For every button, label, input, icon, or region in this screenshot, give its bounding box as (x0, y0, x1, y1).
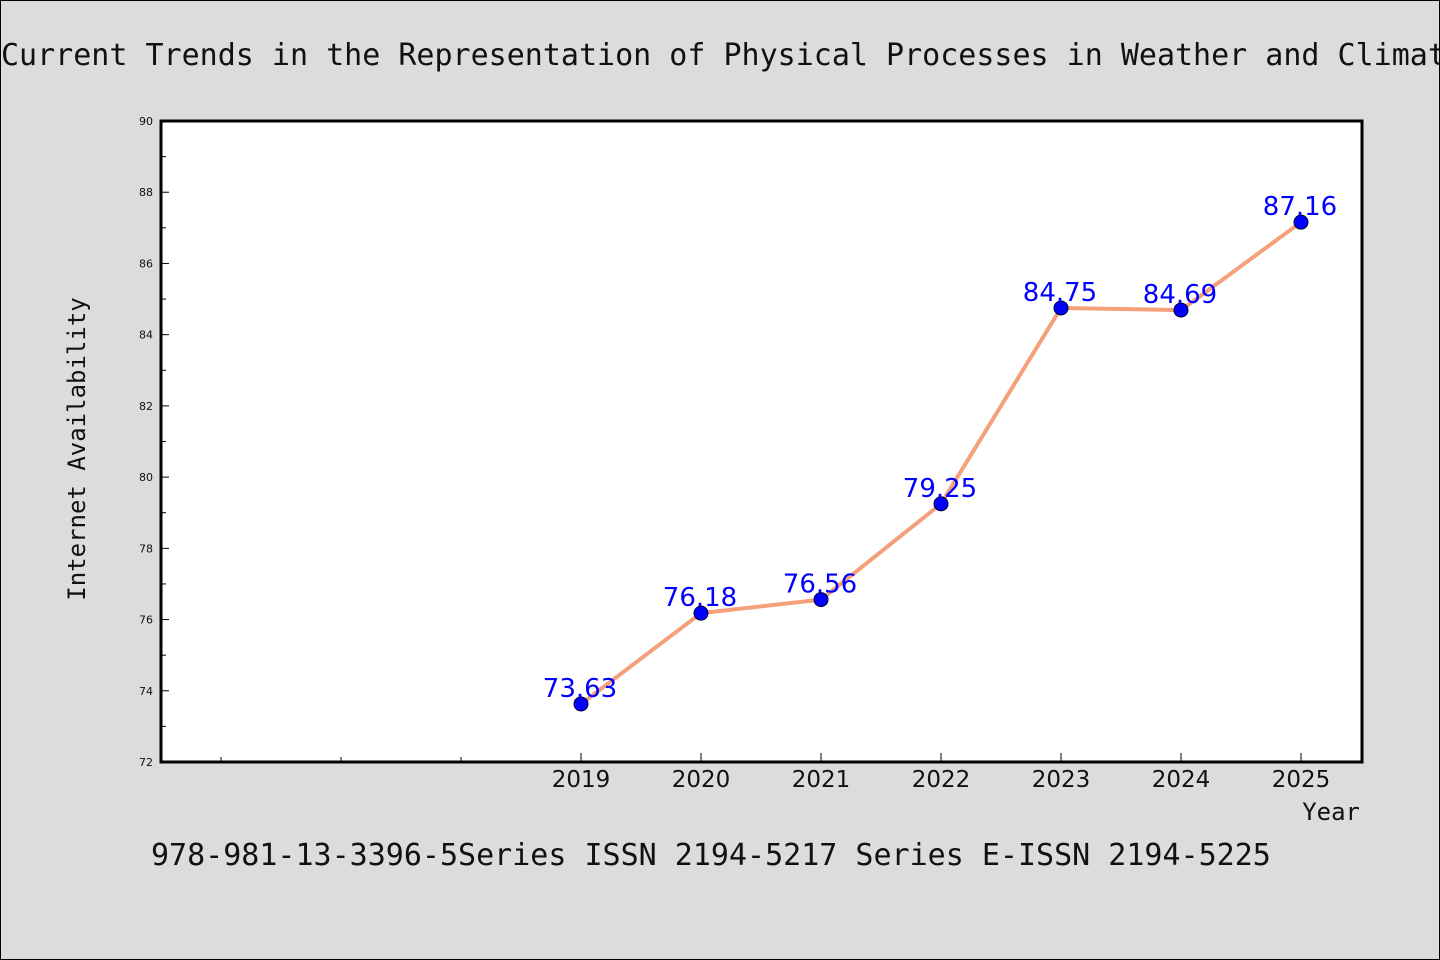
y-tick-label: 76 (139, 614, 153, 627)
y-tick-label: 72 (139, 756, 153, 769)
x-axis-label: Year (1302, 798, 1360, 826)
x-tick-label: 2021 (792, 767, 851, 793)
y-tick-label: 78 (139, 542, 153, 555)
y-tick-label: 90 (139, 115, 153, 128)
data-label: 87.16 (1263, 192, 1337, 222)
y-tick-label: 80 (139, 471, 153, 484)
x-tick-label: 2020 (672, 767, 731, 793)
data-point-marker (693, 605, 709, 621)
data-label: 76.56 (783, 570, 857, 600)
plot-frame (159, 119, 1364, 764)
chart-title: Current Trends in the Representation of … (1, 38, 1439, 73)
y-tick-label: 86 (139, 257, 153, 270)
data-label: 84.69 (1143, 280, 1217, 310)
plot-area: 72 74 76 78 80 82 84 86 88 90 2019 2020 2021 2022 2023… (139, 115, 1364, 793)
data-point-marker (1173, 302, 1189, 318)
y-tick-label: 74 (139, 685, 153, 698)
data-label: 84.75 (1023, 278, 1097, 308)
data-point-marker (1293, 214, 1309, 230)
y-axis-label: Internet Availability (63, 297, 91, 600)
y-tick-label: 84 (139, 329, 153, 342)
x-tick-label: 2025 (1272, 767, 1331, 793)
plot-background (161, 121, 1362, 762)
data-point-marker (813, 592, 829, 608)
data-point-marker (933, 496, 949, 512)
data-label: 79.25 (903, 474, 977, 504)
x-tick-label: 2023 (1032, 767, 1091, 793)
y-tick-label: 88 (139, 186, 153, 199)
x-tick-label: 2024 (1152, 767, 1211, 793)
x-tick-label: 2022 (912, 767, 971, 793)
footer-isbn-issn: 978-981-13-3396-5Series ISSN 2194-5217 S… (151, 838, 1271, 873)
data-point-marker (573, 696, 589, 712)
data-point-marker (1053, 300, 1069, 316)
y-tick-label: 82 (139, 400, 153, 413)
x-tick-label: 2019 (552, 767, 611, 793)
data-label: 73.63 (543, 674, 617, 704)
data-label: 76.18 (663, 583, 737, 613)
